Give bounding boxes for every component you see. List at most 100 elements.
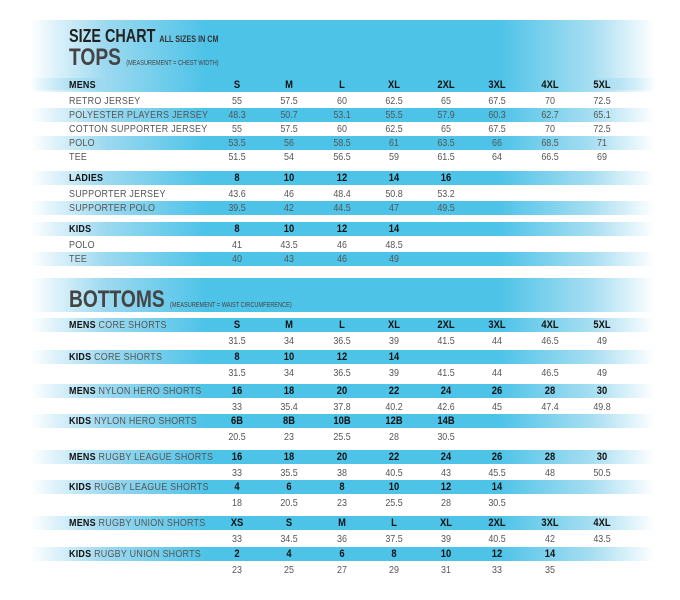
- size-header: 4: [234, 481, 240, 493]
- product-label: SUPPORTER POLO: [69, 202, 156, 214]
- measurement-cell: 49.5: [437, 202, 455, 214]
- table-row: 23 25 27 29 31 33 35: [0, 563, 680, 577]
- measurement-cell: 43: [441, 467, 451, 479]
- measurement-cell: 48: [545, 467, 555, 479]
- size-header: 2: [234, 548, 240, 560]
- size-header: 20: [336, 451, 348, 463]
- product-header-row: MENS RUGBY LEAGUE SHORTS 16 18 20 22 24 26 28 30: [0, 450, 680, 464]
- row-band: [30, 547, 655, 561]
- measurement-cell: 63.5: [437, 137, 455, 149]
- measurement-cell: 48.4: [333, 188, 351, 200]
- measurement-cell: 33: [232, 401, 242, 413]
- group-label: KIDS: [69, 548, 92, 560]
- size-chart-title: SIZE CHART ALL SIZES IN CM: [69, 26, 219, 46]
- measurement-cell: 42.6: [437, 401, 455, 413]
- product-label: MENS NYLON HERO SHORTS: [69, 384, 201, 398]
- size-header: 10: [440, 548, 452, 560]
- product-label: RETRO JERSEY: [69, 95, 141, 107]
- size-header: 8: [234, 223, 240, 235]
- size-header: 2XL: [437, 79, 455, 91]
- size-header: 4XL: [541, 79, 559, 91]
- measurement-cell: 64: [492, 151, 502, 163]
- row-band: [30, 480, 655, 494]
- measurement-cell: 43.5: [280, 239, 298, 251]
- product-label: MENS RUGBY LEAGUE SHORTS: [69, 450, 213, 464]
- measurement-cell: 30.5: [488, 497, 506, 509]
- size-header: XS: [230, 517, 244, 529]
- product-label: KIDS RUGBY LEAGUE SHORTS: [69, 480, 209, 494]
- group-header-row: KIDS 8 10 12 14: [0, 222, 680, 236]
- measurement-cell: 42: [545, 533, 555, 545]
- bottoms-band: [30, 278, 655, 312]
- measurement-cell: 33: [232, 467, 242, 479]
- measurement-cell: 57.5: [280, 123, 298, 135]
- measurement-cell: 60: [337, 95, 347, 107]
- measurement-cell: 46: [284, 188, 294, 200]
- measurement-cell: 31: [441, 564, 451, 576]
- measurement-cell: 43.5: [593, 533, 611, 545]
- row-band: [30, 108, 655, 122]
- measurement-cell: 45: [492, 401, 502, 413]
- size-header: 14: [388, 172, 400, 184]
- product-label: MENS CORE SHORTS: [69, 318, 167, 332]
- measurement-cell: 42: [284, 202, 294, 214]
- group-label: MENS: [69, 451, 96, 463]
- size-header: 10B: [333, 415, 351, 427]
- size-header: 10: [283, 223, 295, 235]
- size-header: 20: [336, 385, 348, 397]
- measurement-cell: 67.5: [488, 123, 506, 135]
- measurement-cell: 29: [389, 564, 399, 576]
- measurement-cell: 48.5: [385, 239, 403, 251]
- table-row: RETRO JERSEY 55 57.5 60 62.5 65 67.5 70 72.5: [0, 94, 680, 108]
- measurement-cell: 62.5: [385, 123, 403, 135]
- product-name: CORE SHORTS: [98, 319, 167, 331]
- size-header: 22: [388, 451, 400, 463]
- size-chart-subtitle: ALL SIZES IN CM: [159, 34, 219, 44]
- bottoms-title: BOTTOMS (MEASUREMENT = WAIST CIRCUMFEREN…: [69, 286, 292, 313]
- measurement-cell: 20.5: [280, 497, 298, 509]
- measurement-cell: 44.5: [333, 202, 351, 214]
- measurement-cell: 28: [441, 497, 451, 509]
- measurement-cell: 51.5: [228, 151, 246, 163]
- measurement-cell: 36.5: [333, 335, 351, 347]
- measurement-cell: 48.3: [228, 109, 246, 121]
- table-row: 31.5 34 36.5 39 41.5 44 46.5 49: [0, 366, 680, 380]
- measurement-cell: 31.5: [228, 335, 246, 347]
- group-header-row: MENS S M L XL 2XL 3XL 4XL 5XL: [0, 78, 680, 92]
- measurement-cell: 45.5: [488, 467, 506, 479]
- size-header: 16: [231, 385, 243, 397]
- table-row: TEE 40 43 46 49: [0, 252, 680, 266]
- measurement-cell: 23: [284, 431, 294, 443]
- measurement-cell: 50.7: [280, 109, 298, 121]
- measurement-cell: 34.5: [280, 533, 298, 545]
- size-header: 26: [491, 451, 503, 463]
- measurement-cell: 49: [597, 335, 607, 347]
- measurement-cell: 65: [441, 123, 451, 135]
- size-header: 12: [491, 548, 503, 560]
- measurement-cell: 35: [545, 564, 555, 576]
- group-label: KIDS: [69, 415, 92, 427]
- bottoms-note: (MEASUREMENT = WAIST CIRCUMFERENCE): [169, 302, 292, 309]
- measurement-cell: 66: [492, 137, 502, 149]
- product-header-row: MENS NYLON HERO SHORTS 16 18 20 22 24 26 28 30: [0, 384, 680, 398]
- measurement-cell: 30.5: [437, 431, 455, 443]
- size-header: L: [339, 79, 345, 91]
- measurement-cell: 44: [492, 367, 502, 379]
- measurement-cell: 43: [284, 253, 294, 265]
- size-header: 14: [388, 223, 400, 235]
- size-header: 16: [440, 172, 452, 184]
- size-header: 12: [336, 223, 348, 235]
- measurement-cell: 31.5: [228, 367, 246, 379]
- group-label: KIDS: [69, 351, 92, 363]
- measurement-cell: 40: [232, 253, 242, 265]
- measurement-cell: 41: [232, 239, 242, 251]
- measurement-cell: 46: [337, 239, 347, 251]
- size-header: 16: [231, 451, 243, 463]
- product-name: RUGBY LEAGUE SHORTS: [94, 481, 209, 493]
- size-header: 2XL: [437, 319, 455, 331]
- measurement-cell: 35.5: [280, 467, 298, 479]
- measurement-cell: 60.3: [488, 109, 506, 121]
- table-row: 33 35.5 38 40.5 43 45.5 48 50.5: [0, 466, 680, 480]
- product-header-row: KIDS RUGBY UNION SHORTS 2 4 6 8 10 12 14: [0, 547, 680, 561]
